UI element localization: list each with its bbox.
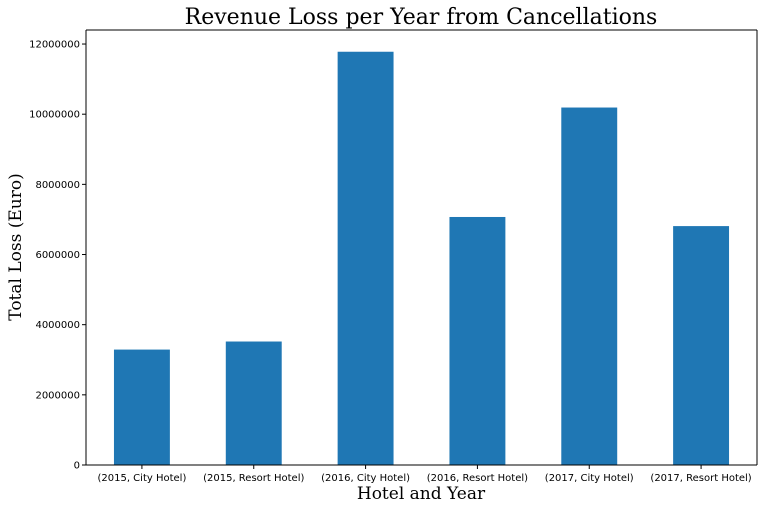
plot-area: 0 2000000 4000000 6000000 8000000 10000000 120… [29,29,758,484]
y-tick-label: 6000000 [35,250,80,261]
y-tick-label: 12000000 [29,40,80,51]
y-axis-label: Total Loss (Euro) [6,173,26,320]
x-tick-label: (2017, Resort Hotel) [650,473,751,484]
bar [561,107,618,465]
x-tick-label: (2015, City Hotel) [97,473,186,484]
y-tick-label: 8000000 [35,180,80,191]
chart-title: Revenue Loss per Year from Cancellations [185,5,658,30]
bar [337,51,394,465]
x-tick-label: (2016, Resort Hotel) [427,473,528,484]
bar [673,226,730,465]
bar [225,341,282,465]
bar [449,216,506,465]
y-tick-label: 4000000 [35,320,80,331]
y-tick-label: 0 [74,461,80,472]
x-tick-label: (2015, Resort Hotel) [203,473,304,484]
x-tick-label: (2016, City Hotel) [321,473,410,484]
y-tick-label: 10000000 [29,110,80,121]
bar [113,349,170,465]
x-tick-label: (2017, City Hotel) [545,473,634,484]
x-axis-label: Hotel and Year [357,484,486,504]
y-tick-label: 2000000 [35,390,80,401]
